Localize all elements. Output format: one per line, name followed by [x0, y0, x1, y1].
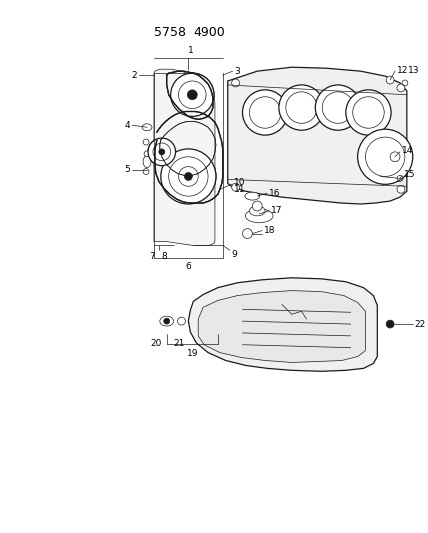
Text: 1: 1 — [187, 46, 193, 55]
Ellipse shape — [143, 156, 151, 167]
Circle shape — [148, 138, 175, 166]
Circle shape — [187, 90, 197, 100]
Polygon shape — [154, 69, 215, 245]
Text: 2: 2 — [131, 70, 137, 79]
Text: 19: 19 — [187, 349, 198, 358]
Ellipse shape — [245, 209, 273, 223]
Text: 20: 20 — [150, 339, 162, 348]
Circle shape — [253, 201, 262, 211]
Circle shape — [143, 139, 149, 145]
Text: 4: 4 — [125, 121, 130, 130]
Text: 8: 8 — [162, 252, 167, 261]
Text: 17: 17 — [271, 206, 282, 215]
Text: 15: 15 — [404, 170, 416, 179]
Text: 21: 21 — [174, 339, 185, 348]
Text: 7: 7 — [149, 252, 155, 261]
Text: 16: 16 — [269, 189, 281, 198]
Circle shape — [144, 151, 150, 157]
Circle shape — [386, 76, 394, 84]
Text: 10: 10 — [234, 178, 245, 187]
Circle shape — [279, 85, 324, 130]
Circle shape — [358, 129, 413, 184]
Text: 3: 3 — [235, 67, 241, 76]
Text: 6: 6 — [185, 262, 191, 271]
Circle shape — [397, 84, 405, 92]
Circle shape — [143, 168, 149, 174]
Circle shape — [315, 85, 361, 130]
Text: 13: 13 — [408, 66, 419, 75]
Circle shape — [164, 318, 169, 324]
Circle shape — [178, 317, 185, 325]
Polygon shape — [198, 290, 366, 362]
Ellipse shape — [245, 192, 260, 200]
Text: 11: 11 — [234, 185, 245, 194]
Circle shape — [161, 149, 216, 204]
Circle shape — [184, 173, 192, 180]
Text: 18: 18 — [264, 226, 276, 235]
Text: 9: 9 — [232, 251, 238, 259]
Text: 5: 5 — [125, 165, 130, 174]
Circle shape — [171, 73, 214, 116]
Circle shape — [148, 138, 175, 166]
Text: 22: 22 — [415, 320, 426, 328]
Circle shape — [184, 173, 192, 180]
Circle shape — [187, 90, 197, 100]
Circle shape — [159, 149, 165, 155]
Circle shape — [159, 149, 165, 155]
Text: 12: 12 — [397, 66, 408, 75]
Ellipse shape — [160, 316, 174, 326]
Ellipse shape — [250, 206, 265, 216]
Circle shape — [346, 90, 391, 135]
Circle shape — [243, 90, 288, 135]
Text: 5758: 5758 — [154, 26, 186, 39]
Circle shape — [386, 320, 394, 328]
Circle shape — [232, 183, 240, 191]
Polygon shape — [188, 278, 377, 372]
Circle shape — [161, 149, 216, 204]
Circle shape — [232, 79, 240, 87]
Ellipse shape — [142, 124, 152, 131]
Polygon shape — [228, 67, 407, 204]
Circle shape — [243, 229, 253, 238]
Text: 4900: 4900 — [193, 26, 225, 39]
Circle shape — [390, 152, 400, 161]
Circle shape — [397, 185, 405, 193]
Text: 14: 14 — [402, 147, 413, 155]
Circle shape — [171, 73, 214, 116]
